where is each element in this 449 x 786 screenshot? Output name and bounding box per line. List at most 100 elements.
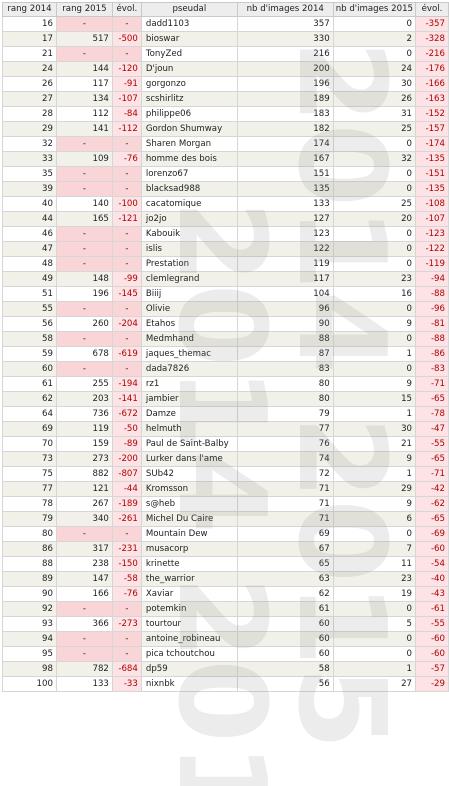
cell-evol-images: -78 [415,406,449,422]
cell-pseudo: jambier [140,391,238,407]
cell-rank-2014: 46 [2,226,57,242]
cell-rank-2015: - [55,241,113,257]
header-pseudo: pseudal [140,2,238,17]
cell-images-2015: 0 [332,601,417,617]
cell-pseudo: Kabouik [140,226,238,242]
table-row: 33 109 -76 homme des bois 167 32 -135 [2,151,449,167]
cell-rank-2014: 48 [2,256,57,272]
cell-images-2015: 27 [332,676,417,692]
cell-evol-rank: - [111,256,142,272]
cell-pseudo: helmuth [140,421,238,437]
cell-rank-2015: 882 [55,466,113,482]
cell-rank-2014: 59 [2,346,57,362]
table-row: 28 112 -84 philippe06 183 31 -152 [2,106,449,122]
cell-rank-2014: 49 [2,271,57,287]
header-rank-2014: rang 2014 [2,2,57,17]
cell-images-2014: 58 [236,661,334,677]
cell-images-2015: 24 [332,61,417,77]
cell-images-2015: 31 [332,106,417,122]
cell-rank-2014: 56 [2,316,57,332]
cell-images-2014: 67 [236,541,334,557]
table-row: 95- - pica tchoutchou 60 0 -60 [2,646,449,662]
cell-rank-2015: - [55,331,113,347]
cell-evol-rank: - [111,601,142,617]
cell-images-2015: 9 [332,316,417,332]
cell-rank-2015: 782 [55,661,113,677]
cell-images-2015: 23 [332,271,417,287]
cell-evol-images: -357 [415,16,449,32]
cell-images-2015: 6 [332,511,417,527]
cell-pseudo: Kromsson [140,481,238,497]
cell-images-2015: 21 [332,436,417,452]
cell-evol-rank: -684 [111,661,142,677]
cell-evol-rank: -84 [111,106,142,122]
cell-images-2014: 71 [236,496,334,512]
cell-rank-2014: 88 [2,556,57,572]
cell-images-2015: 0 [332,226,417,242]
cell-images-2015: 0 [332,331,417,347]
table-row: 55- - Olivie 96 0 -96 [2,301,449,317]
cell-images-2014: 96 [236,301,334,317]
cell-rank-2014: 92 [2,601,57,617]
cell-evol-images: -65 [415,391,449,407]
cell-pseudo: Sharen Morgan [140,136,238,152]
cell-rank-2015: 517 [55,31,113,47]
table-row: 35- - lorenzo67 151 0 -151 [2,166,449,182]
cell-rank-2014: 28 [2,106,57,122]
cell-images-2014: 183 [236,106,334,122]
table-row: 92- - potemkin 61 0 -61 [2,601,449,617]
cell-images-2015: 20 [332,211,417,227]
cell-rank-2015: 255 [55,376,113,392]
cell-evol-images: -157 [415,121,449,137]
cell-images-2014: 76 [236,436,334,452]
cell-images-2014: 69 [236,526,334,542]
cell-images-2014: 151 [236,166,334,182]
cell-evol-images: -174 [415,136,449,152]
cell-images-2014: 65 [236,556,334,572]
cell-pseudo: Gordon Shumway [140,121,238,137]
cell-pseudo: Lurker dans l'ame [140,451,238,467]
cell-evol-images: -108 [415,196,449,212]
table-row: 27 134 -107 scshirlitz 189 26 -163 [2,91,449,107]
cell-rank-2014: 75 [2,466,57,482]
cell-rank-2014: 78 [2,496,57,512]
cell-evol-rank: -150 [111,556,142,572]
cell-images-2015: 30 [332,421,417,437]
cell-pseudo: D'joun [140,61,238,77]
cell-pseudo: dadd1103 [140,16,238,32]
cell-evol-images: -123 [415,226,449,242]
cell-pseudo: jaques_themac [140,346,238,362]
cell-evol-images: -60 [415,541,449,557]
table-row: 93 366 -273 tourtour 60 5 -55 [2,616,449,632]
cell-images-2014: 79 [236,406,334,422]
table-row: 39- - blacksad988 135 0 -135 [2,181,449,197]
cell-rank-2015: 147 [55,571,113,587]
cell-images-2014: 71 [236,481,334,497]
cell-images-2015: 1 [332,661,417,677]
cell-rank-2014: 40 [2,196,57,212]
cell-rank-2015: 196 [55,286,113,302]
cell-evol-images: -135 [415,181,449,197]
cell-evol-rank: -261 [111,511,142,527]
cell-pseudo: homme des bois [140,151,238,167]
cell-rank-2015: - [55,46,113,62]
cell-rank-2014: 51 [2,286,57,302]
cell-images-2015: 26 [332,91,417,107]
cell-pseudo: krinette [140,556,238,572]
cell-evol-images: -216 [415,46,449,62]
cell-images-2015: 0 [332,136,417,152]
cell-rank-2014: 17 [2,31,57,47]
cell-images-2014: 80 [236,391,334,407]
cell-images-2014: 182 [236,121,334,137]
cell-pseudo: SUb42 [140,466,238,482]
cell-evol-images: -54 [415,556,449,572]
cell-rank-2015: 144 [55,61,113,77]
cell-rank-2014: 47 [2,241,57,257]
cell-pseudo: scshirlitz [140,91,238,107]
cell-rank-2014: 86 [2,541,57,557]
cell-images-2015: 5 [332,616,417,632]
cell-images-2014: 83 [236,361,334,377]
header-evol-images: évol. [415,2,449,17]
cell-rank-2015: 159 [55,436,113,452]
cell-evol-images: -71 [415,376,449,392]
